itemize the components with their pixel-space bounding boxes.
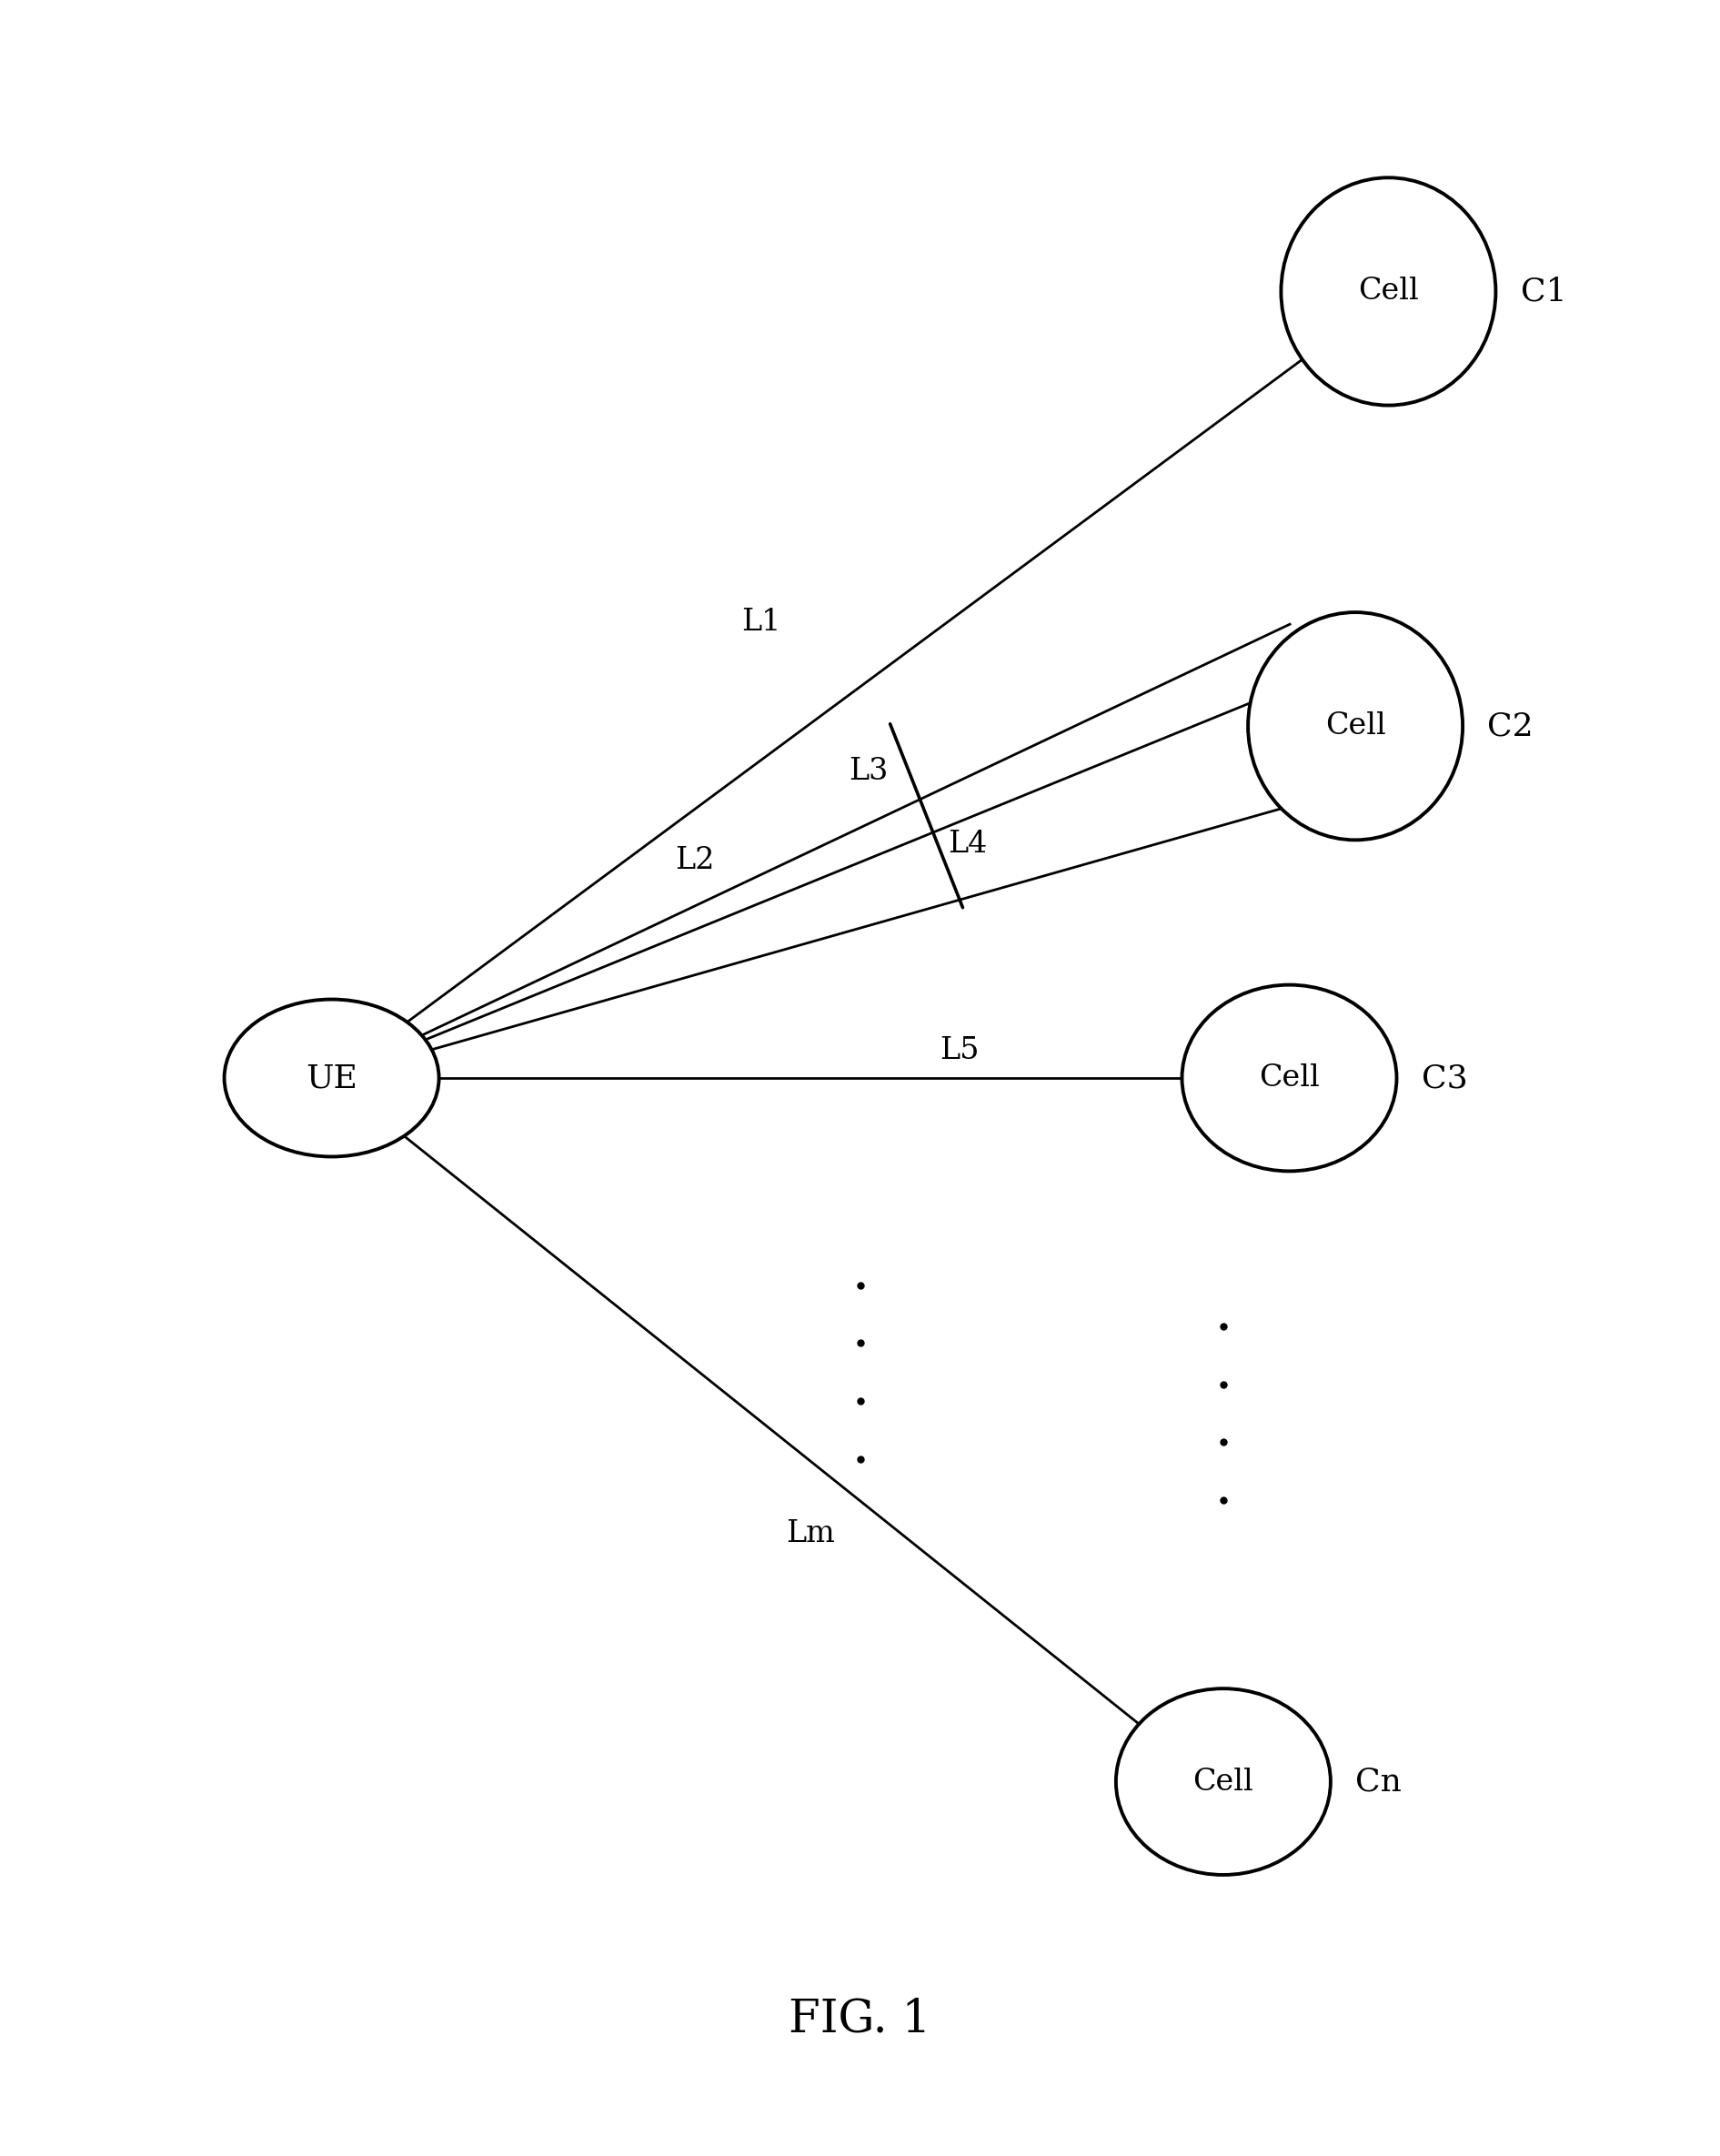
Text: Cell: Cell — [1359, 276, 1419, 306]
Text: L1: L1 — [741, 608, 781, 638]
Text: Cn: Cn — [1355, 1766, 1402, 1798]
Text: L5: L5 — [939, 1037, 979, 1065]
Text: Cell: Cell — [1259, 1063, 1319, 1093]
Text: C1: C1 — [1520, 276, 1567, 306]
Ellipse shape — [1249, 612, 1462, 841]
Text: L4: L4 — [948, 830, 987, 858]
Ellipse shape — [1116, 1688, 1331, 1876]
Text: L3: L3 — [848, 757, 888, 787]
Text: UE: UE — [306, 1063, 358, 1093]
Text: Cell: Cell — [1194, 1768, 1254, 1796]
Text: FIG. 1: FIG. 1 — [789, 1996, 931, 2042]
Text: C3: C3 — [1421, 1063, 1467, 1093]
Ellipse shape — [1182, 985, 1397, 1171]
Text: L2: L2 — [676, 845, 714, 875]
Ellipse shape — [224, 1000, 439, 1156]
Text: C2: C2 — [1488, 711, 1534, 742]
Text: Lm: Lm — [786, 1518, 834, 1548]
Ellipse shape — [1281, 177, 1496, 405]
Text: Cell: Cell — [1324, 711, 1386, 742]
